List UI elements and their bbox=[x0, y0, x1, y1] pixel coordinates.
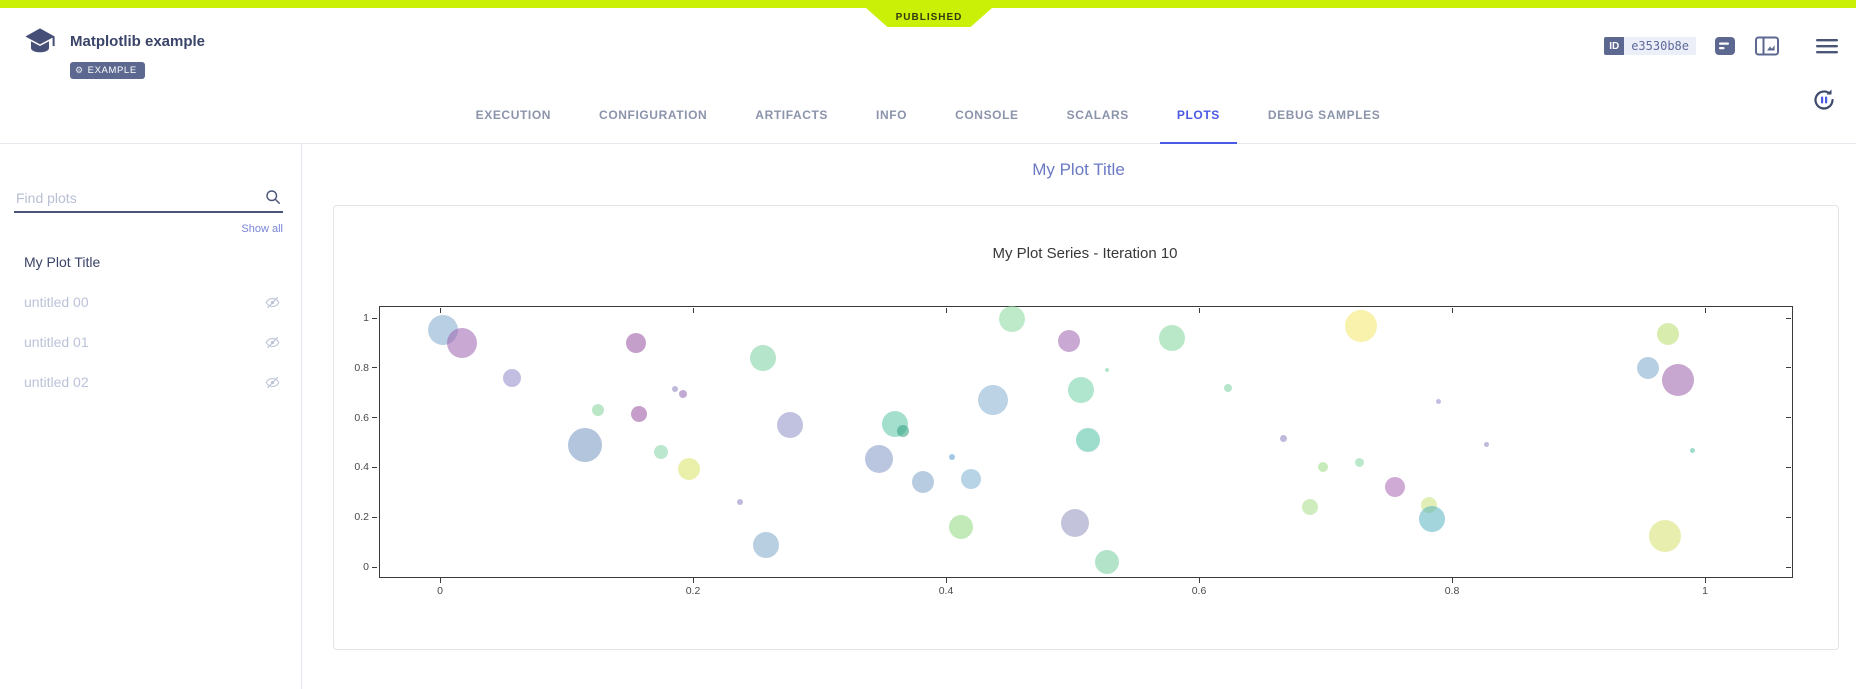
experiment-tag[interactable]: ⚙ EXAMPLE bbox=[70, 62, 145, 79]
tab-execution[interactable]: EXECUTION bbox=[475, 107, 552, 122]
plot-list-item-untitled-00[interactable]: untitled 00 bbox=[0, 282, 301, 322]
tab-console[interactable]: CONSOLE bbox=[955, 107, 1019, 122]
tab-info[interactable]: INFO bbox=[876, 107, 908, 122]
experiment-title: Matplotlib example bbox=[70, 33, 206, 50]
plot-item-label: untitled 00 bbox=[24, 294, 89, 310]
plot-item-label: untitled 01 bbox=[24, 334, 89, 350]
plot-list-item-untitled-01[interactable]: untitled 01 bbox=[0, 322, 301, 362]
chart-title: My Plot Series - Iteration 10 bbox=[992, 245, 1178, 262]
id-value: e3530b8e bbox=[1624, 37, 1696, 55]
tag-label: EXAMPLE bbox=[87, 65, 137, 76]
tab-artifacts[interactable]: ARTIFACTS bbox=[755, 107, 829, 122]
tab-scalars[interactable]: SCALARS bbox=[1066, 107, 1129, 122]
status-bar bbox=[0, 0, 1856, 8]
experiment-id-chip[interactable]: ID e3530b8e bbox=[1604, 37, 1696, 55]
tag-gear-icon: ⚙ bbox=[75, 65, 84, 75]
tab-configuration[interactable]: CONFIGURATION bbox=[599, 107, 708, 122]
plot-card bbox=[333, 205, 1839, 650]
plot-group-heading: My Plot Title bbox=[1032, 160, 1125, 179]
status-ribbon: PUBLISHED bbox=[866, 8, 992, 27]
show-all-link[interactable]: Show all bbox=[241, 223, 283, 235]
id-label: ID bbox=[1604, 37, 1625, 55]
search-field-wrap bbox=[14, 183, 287, 213]
plot-list: My Plot Title untitled 00 untitled 01 untit… bbox=[0, 242, 301, 402]
plots-sidebar: Show all My Plot Title untitled 00 untitle… bbox=[0, 143, 302, 689]
plot-list-item-my-plot-title[interactable]: My Plot Title bbox=[0, 242, 301, 282]
plot-list-item-untitled-02[interactable]: untitled 02 bbox=[0, 362, 301, 402]
plot-item-label: My Plot Title bbox=[24, 254, 101, 270]
tab-plots[interactable]: PLOTS bbox=[1159, 86, 1237, 144]
board-icon[interactable] bbox=[1754, 33, 1780, 59]
tab-bar: EXECUTION CONFIGURATION ARTIFACTS INFO CONSO… bbox=[0, 86, 1856, 144]
status-ribbon-label: PUBLISHED bbox=[895, 12, 963, 23]
plot-item-label: untitled 02 bbox=[24, 374, 89, 390]
auto-refresh-icon[interactable] bbox=[1810, 86, 1838, 114]
eye-off-icon[interactable] bbox=[264, 294, 281, 311]
header-actions: ID e3530b8e bbox=[1604, 33, 1840, 59]
tab-debug-samples[interactable]: DEBUG SAMPLES bbox=[1267, 107, 1381, 122]
task-type-icon bbox=[22, 26, 58, 65]
menu-icon[interactable] bbox=[1814, 33, 1840, 59]
eye-off-icon[interactable] bbox=[264, 374, 281, 391]
search-input[interactable] bbox=[14, 183, 287, 213]
search-icon[interactable] bbox=[263, 187, 283, 212]
description-icon[interactable] bbox=[1712, 33, 1738, 59]
eye-off-icon[interactable] bbox=[264, 334, 281, 351]
